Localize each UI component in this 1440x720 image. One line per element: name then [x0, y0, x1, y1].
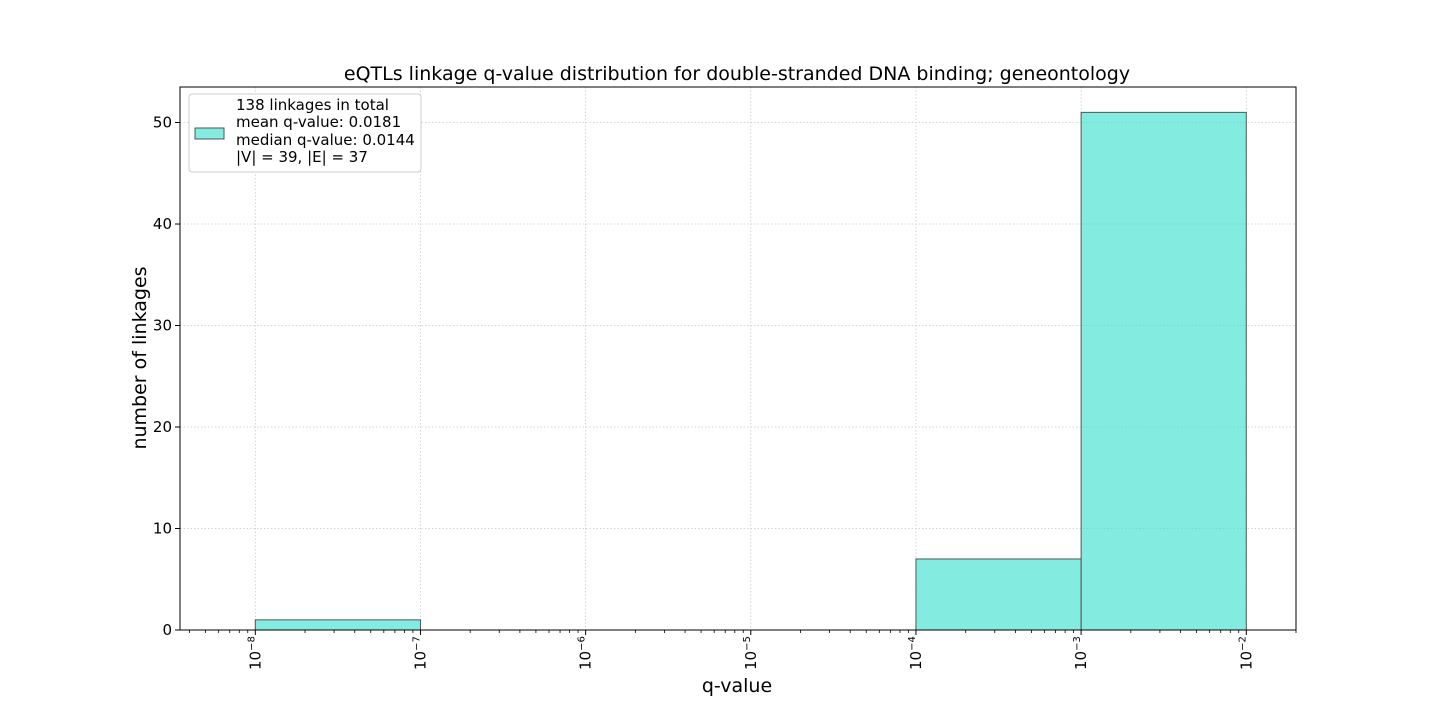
histogram-bar: [254, 619, 421, 631]
x-tick-label: 10−5: [742, 636, 760, 670]
histogram-bar: [1080, 111, 1247, 631]
legend: 138 linkages in total mean q-value: 0.01…: [188, 93, 422, 173]
y-tick-label: 30: [153, 317, 172, 335]
x-tick-label: 10−4: [907, 636, 925, 670]
y-tick-label: 40: [153, 215, 172, 233]
x-tick-label: 10−7: [411, 636, 429, 670]
x-tick-label: 10−3: [1072, 636, 1090, 670]
x-axis-label: q-value: [702, 675, 772, 697]
plot-frame: [179, 86, 1297, 631]
legend-line-total: 138 linkages in total: [236, 96, 389, 114]
axes: [179, 86, 1297, 631]
y-tick-label: 0: [162, 621, 172, 639]
x-tick-label: 10−8: [246, 636, 264, 670]
y-tick-label: 50: [153, 114, 172, 132]
legend-line-graph-size: |V| = 39, |E| = 37: [236, 148, 368, 166]
legend-swatch: [194, 127, 225, 140]
y-tick-label: 20: [153, 418, 172, 436]
legend-box: [188, 93, 422, 173]
y-axis-label: number of linkages: [129, 266, 151, 449]
histogram-bars: [254, 111, 1247, 631]
legend-line-median: median q-value: 0.0144: [236, 131, 415, 149]
histogram-bar: [915, 558, 1082, 631]
y-tick-label: 10: [153, 520, 172, 538]
x-tick-label: 10−2: [1237, 636, 1255, 670]
tick-marks: [175, 122, 1297, 635]
legend-line-mean: mean q-value: 0.0181: [236, 113, 401, 131]
tick-labels: 10−8 10−7 10−6 10−5 10−4 10−3 10−2 0 10 20 30 40 50: [153, 114, 1255, 670]
x-tick-label: 10−6: [577, 636, 595, 670]
chart-title: eQTLs linkage q-value distribution for d…: [344, 63, 1130, 85]
